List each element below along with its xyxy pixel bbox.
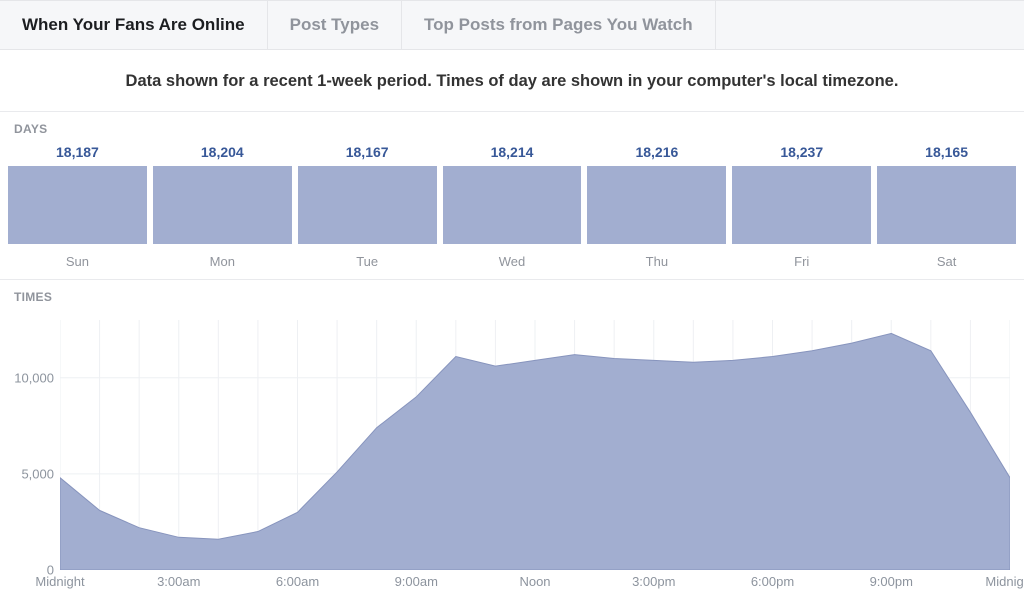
day-name: Sat xyxy=(937,244,957,269)
tab-top-posts[interactable]: Top Posts from Pages You Watch xyxy=(402,1,716,49)
x-tick-label: 9:00am xyxy=(395,574,438,589)
day-column[interactable]: 18,237 Fri xyxy=(732,140,871,269)
day-bar xyxy=(298,166,437,244)
x-tick-label: 6:00pm xyxy=(751,574,794,589)
day-column[interactable]: 18,187 Sun xyxy=(8,140,147,269)
tab-post-types[interactable]: Post Types xyxy=(268,1,402,49)
day-value: 18,237 xyxy=(780,140,823,166)
day-value: 18,204 xyxy=(201,140,244,166)
day-bar xyxy=(443,166,582,244)
day-column[interactable]: 18,214 Wed xyxy=(443,140,582,269)
day-name: Mon xyxy=(210,244,235,269)
x-tick-label: 3:00am xyxy=(157,574,200,589)
day-bar xyxy=(877,166,1016,244)
days-section-label: DAYS xyxy=(0,112,1024,140)
day-name: Wed xyxy=(499,244,526,269)
day-name: Sun xyxy=(66,244,89,269)
x-tick-label: 9:00pm xyxy=(870,574,913,589)
day-name: Thu xyxy=(646,244,668,269)
day-bar xyxy=(732,166,871,244)
day-bar xyxy=(8,166,147,244)
insights-tabs: When Your Fans Are Online Post Types Top… xyxy=(0,0,1024,50)
day-bar xyxy=(153,166,292,244)
x-tick-label: Noon xyxy=(519,574,550,589)
times-chart: 05,00010,000 Midnight3:00am6:00am9:00amN… xyxy=(0,308,1024,602)
day-bar xyxy=(587,166,726,244)
day-column[interactable]: 18,216 Thu xyxy=(587,140,726,269)
x-tick-label: 6:00am xyxy=(276,574,319,589)
day-column[interactable]: 18,204 Mon xyxy=(153,140,292,269)
day-value: 18,214 xyxy=(491,140,534,166)
day-value: 18,187 xyxy=(56,140,99,166)
days-chart: 18,187Sun18,204Mon18,167Tue18,214Wed18,2… xyxy=(0,140,1024,277)
day-column[interactable]: 18,167 Tue xyxy=(298,140,437,269)
day-value: 18,216 xyxy=(635,140,678,166)
day-name: Tue xyxy=(356,244,378,269)
day-value: 18,165 xyxy=(925,140,968,166)
subtitle-text: Data shown for a recent 1-week period. T… xyxy=(0,50,1024,112)
day-value: 18,167 xyxy=(346,140,389,166)
y-tick-label: 10,000 xyxy=(6,370,54,385)
tab-fans-online[interactable]: When Your Fans Are Online xyxy=(0,1,268,49)
day-column[interactable]: 18,165 Sat xyxy=(877,140,1016,269)
x-tick-label: 3:00pm xyxy=(632,574,675,589)
times-section-label: TIMES xyxy=(0,280,1024,308)
x-tick-label: Midnight xyxy=(985,574,1024,589)
day-name: Fri xyxy=(794,244,809,269)
x-tick-label: Midnight xyxy=(35,574,84,589)
y-tick-label: 5,000 xyxy=(6,466,54,481)
